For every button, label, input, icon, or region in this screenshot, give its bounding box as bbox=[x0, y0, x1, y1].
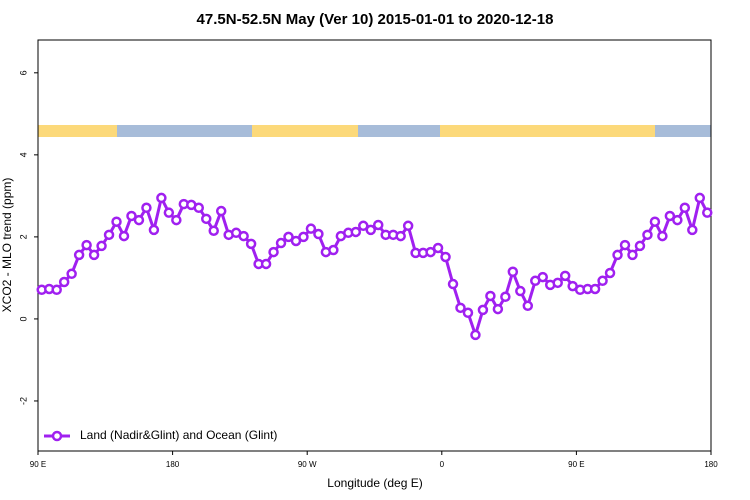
data-point bbox=[275, 237, 287, 249]
data-point bbox=[619, 239, 631, 251]
data-point bbox=[485, 290, 496, 302]
x-tick-label: 180 bbox=[166, 460, 180, 469]
data-point bbox=[559, 270, 571, 282]
data-point bbox=[103, 229, 115, 241]
y-axis-label: XCO2 - MLO trend (ppm) bbox=[0, 178, 14, 313]
plot-frame bbox=[37, 39, 712, 452]
data-point bbox=[208, 225, 219, 236]
data-point bbox=[507, 266, 519, 278]
data-point bbox=[649, 216, 661, 227]
data-point bbox=[51, 284, 62, 296]
data-point bbox=[163, 207, 175, 218]
data-point bbox=[118, 230, 130, 242]
data-point bbox=[470, 329, 481, 341]
data-point bbox=[604, 267, 616, 279]
x-tick-label: 0 bbox=[440, 460, 445, 469]
surface-band bbox=[38, 125, 711, 137]
chart-title: 47.5N-52.5N May (Ver 10) 2015-01-01 to 2… bbox=[197, 11, 554, 28]
y-tick-label: 6 bbox=[18, 70, 28, 75]
data-point bbox=[395, 230, 406, 242]
data-point bbox=[73, 249, 85, 261]
data-point bbox=[260, 258, 272, 270]
data-point bbox=[358, 220, 369, 232]
data-point bbox=[672, 214, 683, 226]
data-point bbox=[305, 223, 317, 234]
data-point bbox=[425, 246, 436, 258]
x-tick-label: 90 E bbox=[30, 460, 46, 469]
data-point bbox=[627, 249, 638, 261]
data-point bbox=[290, 235, 302, 247]
data-point bbox=[462, 307, 474, 319]
data-point bbox=[245, 238, 257, 250]
data-point bbox=[455, 302, 466, 314]
legend-marker bbox=[51, 430, 63, 442]
data-point bbox=[537, 271, 548, 283]
data-point bbox=[612, 249, 623, 261]
data-point bbox=[552, 277, 563, 289]
data-point bbox=[66, 268, 77, 280]
data-point bbox=[694, 192, 706, 204]
data-point bbox=[298, 231, 309, 243]
data-point bbox=[657, 230, 668, 242]
data-point bbox=[201, 213, 212, 225]
data-point bbox=[238, 230, 249, 242]
data-point bbox=[88, 249, 100, 261]
x-tick-label: 180 bbox=[704, 460, 718, 469]
data-point bbox=[171, 214, 182, 226]
data-point bbox=[372, 219, 384, 231]
x-axis-label: Longitude (deg E) bbox=[327, 476, 422, 490]
data-point bbox=[111, 216, 122, 227]
data-point bbox=[148, 224, 160, 236]
x-tick-label: 90 W bbox=[298, 460, 317, 469]
data-point bbox=[500, 291, 511, 303]
data-point bbox=[81, 239, 92, 251]
data-point bbox=[193, 202, 205, 214]
data-point bbox=[126, 210, 137, 222]
data-point bbox=[96, 240, 107, 252]
data-point bbox=[328, 244, 339, 256]
data-point bbox=[447, 278, 459, 290]
x-tick-label: 90 E bbox=[568, 460, 584, 469]
y-tick-label: 2 bbox=[18, 234, 28, 239]
data-point bbox=[687, 224, 698, 236]
data-point bbox=[515, 285, 526, 297]
y-tick-label: 0 bbox=[18, 316, 28, 321]
data-point bbox=[642, 229, 653, 241]
data-point bbox=[215, 205, 227, 217]
data-point bbox=[492, 303, 504, 315]
data-point bbox=[702, 207, 713, 218]
data-point bbox=[477, 304, 489, 316]
data-point bbox=[679, 202, 691, 214]
data-point bbox=[141, 202, 152, 214]
y-tick-label: 4 bbox=[18, 152, 28, 157]
data-point bbox=[313, 228, 324, 240]
y-tick-label: -2 bbox=[18, 397, 28, 405]
data-point bbox=[597, 275, 608, 287]
data-point bbox=[589, 283, 601, 295]
data-point bbox=[283, 231, 294, 243]
data-point bbox=[402, 220, 414, 232]
data-point bbox=[58, 276, 70, 288]
data-point bbox=[664, 210, 676, 222]
data-point bbox=[440, 251, 451, 263]
data-point bbox=[432, 242, 444, 254]
data-point bbox=[350, 226, 362, 238]
data-point bbox=[133, 214, 145, 226]
data-point bbox=[268, 246, 279, 258]
data-point bbox=[634, 240, 646, 252]
data-point bbox=[365, 224, 377, 236]
data-point bbox=[156, 192, 167, 204]
data-point bbox=[522, 300, 534, 312]
legend-label: Land (Nadir&Glint) and Ocean (Glint) bbox=[80, 428, 277, 442]
